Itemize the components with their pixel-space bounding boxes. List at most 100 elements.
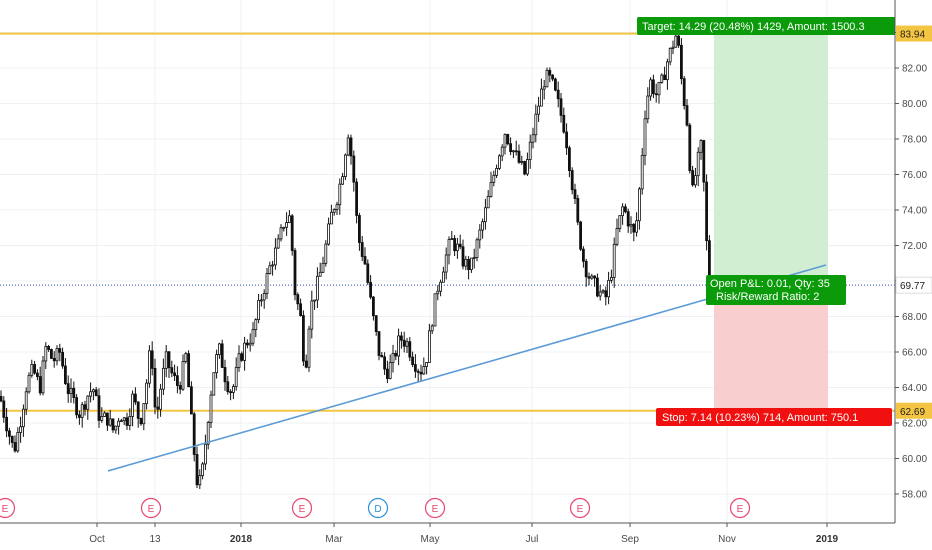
candle-body — [514, 150, 518, 153]
candle-body — [313, 299, 317, 302]
candle — [461, 239, 465, 270]
candle-body — [402, 339, 406, 347]
candle — [657, 82, 661, 104]
candle — [75, 394, 78, 419]
candle-body — [509, 143, 513, 153]
x-tick-label: Oct — [89, 534, 105, 545]
candle — [13, 435, 17, 453]
candle-body — [254, 319, 258, 331]
candle — [433, 293, 437, 327]
candle-body — [30, 364, 34, 376]
candle — [495, 164, 499, 179]
candle — [27, 372, 31, 394]
candle-body — [36, 372, 39, 377]
candle — [643, 110, 647, 166]
candle — [150, 341, 154, 376]
candle — [416, 368, 420, 383]
candle — [520, 155, 524, 165]
candle — [582, 246, 585, 268]
candle-body — [245, 342, 249, 346]
candle — [548, 67, 552, 83]
candle-body — [598, 291, 602, 297]
candle — [111, 418, 115, 433]
candle — [593, 275, 596, 287]
candle — [38, 366, 42, 396]
event-marker[interactable]: E — [424, 497, 446, 519]
candle-body — [136, 401, 140, 419]
candle — [192, 411, 196, 462]
candle-body — [694, 175, 697, 186]
event-marker[interactable]: E — [140, 497, 162, 519]
candle-body — [562, 114, 566, 133]
candle — [324, 240, 328, 267]
candle-body — [13, 442, 17, 452]
candle-body — [394, 353, 398, 357]
candle — [50, 348, 53, 359]
candle-body — [257, 299, 261, 321]
candle-body — [604, 290, 608, 298]
candle-body — [481, 221, 485, 231]
candlestick-series — [0, 30, 711, 489]
event-marker[interactable]: E — [0, 497, 16, 519]
candle-body — [363, 256, 367, 265]
candle-body — [702, 140, 706, 183]
candle-body — [287, 215, 291, 223]
candle-body — [217, 343, 221, 355]
candle-body — [175, 375, 179, 386]
candle-body — [189, 386, 193, 415]
candle-body — [576, 198, 580, 223]
candle-body — [467, 259, 471, 270]
candle — [231, 384, 235, 400]
candle-body — [548, 69, 552, 76]
candle — [117, 418, 120, 435]
candle — [385, 360, 389, 384]
level-price-tag: 83.94 — [896, 25, 932, 42]
candle — [223, 359, 227, 391]
candle-body — [612, 243, 616, 278]
price-tag-bg — [895, 276, 932, 294]
candle-body — [696, 151, 700, 177]
candle-body — [458, 243, 462, 248]
y-tick-label: 64.00 — [902, 383, 927, 394]
candle-body — [58, 348, 62, 353]
candle-body — [133, 393, 137, 403]
candle-body — [139, 417, 143, 425]
candle — [481, 218, 485, 239]
candle-body — [666, 61, 669, 81]
candle — [78, 410, 81, 425]
candle — [453, 235, 457, 257]
candle-body — [259, 299, 263, 302]
event-marker[interactable]: D — [367, 497, 389, 519]
candle — [635, 212, 638, 237]
event-marker[interactable]: E — [729, 497, 751, 519]
candle — [52, 351, 56, 368]
candle-body — [640, 155, 644, 190]
candle-body — [489, 181, 493, 197]
candle — [394, 350, 398, 361]
candle-body — [419, 371, 423, 375]
y-tick-label: 78.00 — [902, 135, 927, 146]
candle — [534, 104, 538, 143]
candle-body — [92, 389, 95, 393]
candle-body — [492, 174, 496, 183]
candle — [234, 357, 238, 391]
candle — [422, 357, 426, 375]
candle — [161, 358, 165, 396]
candle-body — [282, 226, 286, 229]
candle-body — [523, 161, 526, 175]
last-price-tag: 69.77 — [895, 276, 932, 294]
event-marker[interactable]: E — [569, 497, 591, 519]
candle — [383, 352, 387, 375]
candle — [268, 261, 272, 275]
x-tick-label: Sep — [621, 534, 639, 545]
candle-body — [27, 374, 31, 393]
candle-body — [441, 271, 445, 283]
candle — [55, 345, 59, 366]
candle — [10, 435, 14, 448]
event-marker[interactable]: E — [291, 497, 313, 519]
candle-body — [559, 98, 563, 116]
candle — [430, 324, 434, 334]
y-tick-label: 60.00 — [902, 454, 927, 465]
